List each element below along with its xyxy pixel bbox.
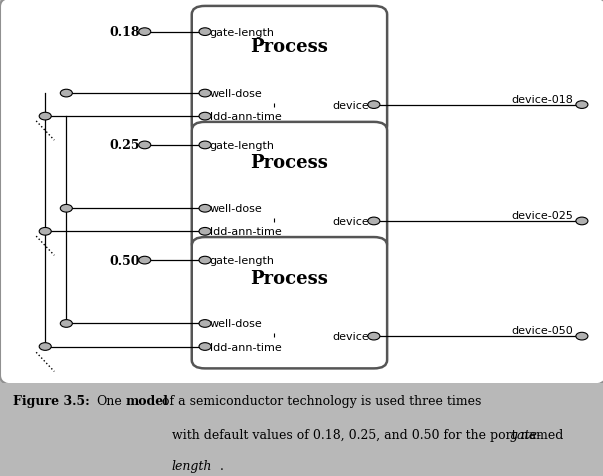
Text: well-dose: well-dose [210, 204, 262, 214]
Circle shape [368, 218, 380, 225]
Text: device-025: device-025 [511, 211, 573, 221]
Text: length: length [172, 459, 212, 472]
Circle shape [60, 90, 72, 98]
Circle shape [139, 257, 151, 264]
Circle shape [199, 228, 211, 236]
Text: device: device [332, 100, 369, 110]
Circle shape [199, 113, 211, 121]
Circle shape [199, 320, 211, 327]
Text: ldd-ann-time: ldd-ann-time [210, 342, 282, 352]
FancyBboxPatch shape [192, 7, 387, 135]
Circle shape [199, 90, 211, 98]
Text: Figure 3.5:: Figure 3.5: [13, 394, 90, 407]
Circle shape [139, 142, 151, 149]
Text: well-dose: well-dose [210, 89, 262, 99]
Circle shape [199, 257, 211, 264]
Circle shape [39, 343, 51, 351]
Text: model: model [125, 394, 168, 407]
Text: Process: Process [250, 153, 329, 171]
Text: of a semiconductor technology is used three times: of a semiconductor technology is used th… [162, 394, 481, 407]
Circle shape [199, 29, 211, 36]
Text: ldd-ann-time: ldd-ann-time [210, 227, 282, 237]
Circle shape [39, 228, 51, 236]
Text: 0.18: 0.18 [109, 26, 140, 39]
Text: device: device [332, 217, 369, 227]
Text: 0.50: 0.50 [109, 254, 140, 267]
Circle shape [576, 101, 588, 109]
Text: .: . [220, 459, 224, 472]
Text: Process: Process [250, 269, 329, 287]
FancyBboxPatch shape [192, 238, 387, 368]
Text: ldd-ann-time: ldd-ann-time [210, 112, 282, 122]
Circle shape [39, 113, 51, 121]
Text: device: device [332, 331, 369, 341]
Text: gate-length: gate-length [210, 140, 275, 150]
Text: One: One [96, 394, 122, 407]
Text: gate-length: gate-length [210, 28, 275, 38]
FancyBboxPatch shape [0, 0, 603, 385]
Circle shape [199, 205, 211, 213]
Text: gate-length: gate-length [210, 256, 275, 266]
Text: well-dose: well-dose [210, 319, 262, 329]
Text: 0.25: 0.25 [109, 139, 140, 152]
Circle shape [60, 205, 72, 213]
Text: device-018: device-018 [511, 95, 573, 105]
Text: gate-: gate- [510, 428, 541, 441]
Circle shape [199, 142, 211, 149]
Circle shape [199, 343, 211, 351]
Circle shape [60, 320, 72, 327]
Circle shape [368, 101, 380, 109]
Circle shape [368, 333, 380, 340]
Text: with default values of 0.18, 0.25, and 0.50 for the port named: with default values of 0.18, 0.25, and 0… [172, 428, 563, 441]
Circle shape [139, 29, 151, 36]
Text: device-050: device-050 [511, 326, 573, 336]
Circle shape [576, 218, 588, 225]
FancyBboxPatch shape [192, 123, 387, 252]
Text: Process: Process [250, 38, 329, 55]
Circle shape [576, 333, 588, 340]
